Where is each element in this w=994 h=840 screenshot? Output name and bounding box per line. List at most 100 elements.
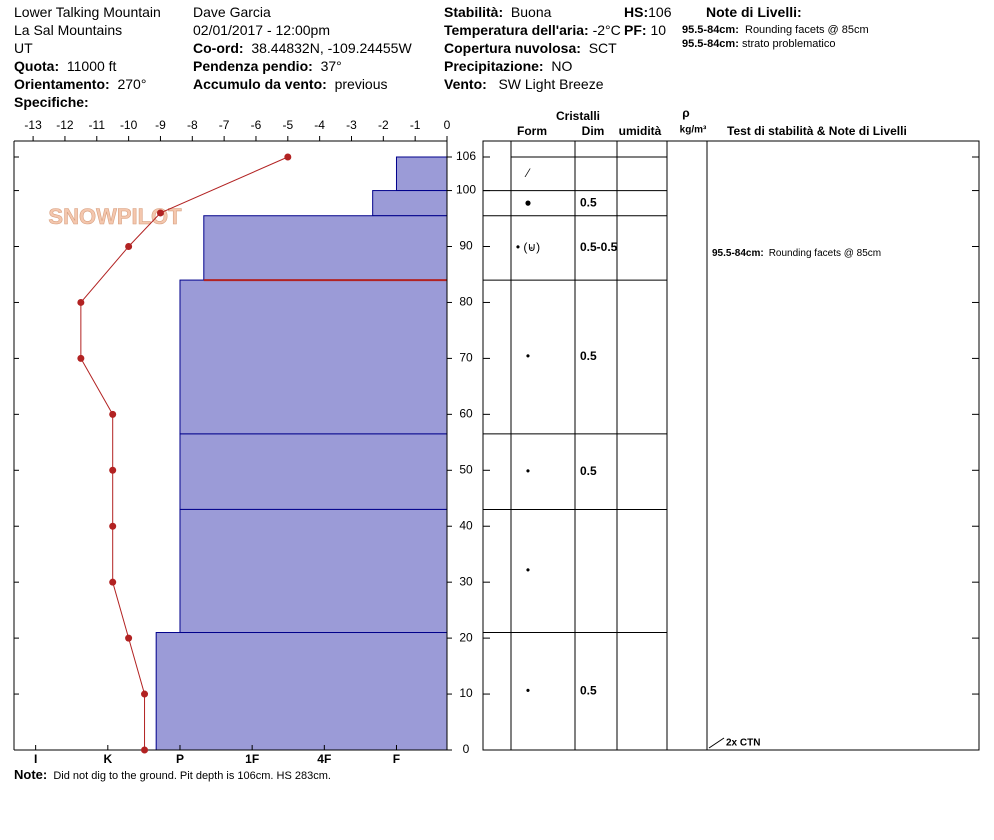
- x-tick-label: -13: [24, 118, 42, 132]
- temperature-point: [109, 410, 117, 418]
- x-tick-label: -3: [346, 118, 357, 132]
- layer-note: 95.5-84cm: strato problematico: [682, 38, 836, 50]
- col-header: Cristalli: [556, 109, 600, 123]
- x-tick-label: -7: [219, 118, 230, 132]
- hardness-tick-label: F: [393, 752, 400, 766]
- sky: Copertura nuvolosa: SCT: [444, 40, 617, 56]
- table-frame: [482, 140, 980, 751]
- header-col-1: Lower Talking Mountain La Sal Mountains …: [14, 3, 161, 111]
- x-tick-label: -9: [155, 118, 166, 132]
- elevation: Quota: 11000 ft: [14, 58, 117, 74]
- test-note: 95.5-84cm: Rounding facets @ 85cm: [712, 248, 881, 259]
- grain-size: 0.5: [580, 464, 597, 478]
- x-tick-label: -11: [89, 118, 106, 132]
- x-tick-label: -12: [56, 118, 74, 132]
- wind-loading: Accumulo da vento: previous: [193, 76, 388, 92]
- wind: Vento: SW Light Breeze: [444, 76, 604, 92]
- temperature-point: [125, 243, 133, 251]
- y-tick-label: 60: [459, 407, 473, 421]
- datetime: 02/01/2017 - 12:00pm: [193, 22, 330, 38]
- grain-size: 0.5: [580, 683, 597, 697]
- hardness-bar: [372, 190, 448, 217]
- stability: Stabilità: Buona: [444, 4, 552, 20]
- hardness-tick-label: 4F: [317, 752, 331, 766]
- x-tick-label: -4: [314, 118, 325, 132]
- aspect: Orientamento: 270°: [14, 76, 147, 92]
- col-header: Test di stabilità & Note di Livelli: [727, 124, 907, 138]
- y-tick-label: 70: [459, 351, 473, 365]
- temperature-point: [77, 354, 85, 362]
- y-tick-label: 50: [459, 462, 473, 476]
- layer-note: 95.5-84cm: Rounding facets @ 85cm: [682, 24, 869, 36]
- grain-size: 0.5-0.5: [580, 240, 618, 254]
- hardness-tick-label: K: [103, 752, 112, 766]
- coords: Co-ord: 38.44832N, -109.24455W: [193, 40, 412, 56]
- temperature-point: [77, 298, 85, 306]
- grain-form: •: [526, 349, 530, 363]
- hardness-tick-label: I: [34, 752, 37, 766]
- notes-title: Note di Livelli:: [706, 4, 802, 20]
- hardness-tick-label: 1F: [245, 752, 259, 766]
- location: Lower Talking Mountain: [14, 4, 161, 20]
- grain-form: ●: [524, 195, 531, 209]
- x-tick-label: -1: [410, 118, 421, 132]
- x-tick-label: -2: [378, 118, 389, 132]
- chart: SNOWPILOT Cristalli Form Dim umidità ρ k…: [13, 106, 980, 766]
- y-tick-label: 100: [456, 183, 476, 197]
- watermark: SNOWPILOT: [48, 204, 182, 229]
- x-tick-label: -8: [187, 118, 198, 132]
- temperature-point: [284, 153, 292, 161]
- temperature-point: [125, 634, 133, 642]
- y-tick-label: 30: [459, 574, 473, 588]
- grain-size: 0.5: [580, 195, 597, 209]
- hardness-tick-label: P: [176, 752, 184, 766]
- y-tick-label: 90: [459, 239, 473, 253]
- grain-form: •: [526, 683, 530, 697]
- y-tick-label: 106: [456, 149, 476, 163]
- col-header: kg/m³: [680, 125, 707, 136]
- specifics: Specifiche:: [14, 94, 89, 110]
- grain-form: ⁄: [524, 166, 531, 180]
- y-tick-label: 40: [459, 518, 473, 532]
- precip: Precipitazione: NO: [444, 58, 573, 74]
- state: UT: [14, 40, 33, 56]
- x-tick-label: 0: [444, 118, 451, 132]
- note: Note: Did not dig to the ground. Pit dep…: [14, 767, 331, 782]
- temperature-point: [109, 466, 117, 474]
- observer: Dave Garcia: [193, 4, 271, 20]
- slope: Pendenza pendio: 37°: [193, 58, 342, 74]
- temperature-point: [109, 578, 117, 586]
- y-tick-label: 10: [459, 686, 473, 700]
- temperature-point: [109, 522, 117, 530]
- air-temp: Temperatura dell'aria: -2°C: [444, 22, 621, 38]
- x-tick-label: -5: [282, 118, 293, 132]
- hardness-bar: [179, 508, 448, 634]
- range: La Sal Mountains: [14, 22, 123, 38]
- test-note: 2x CTN: [726, 738, 760, 749]
- grain-form: •: [526, 563, 530, 577]
- temperature-point: [141, 746, 149, 754]
- temperature-line: [80, 156, 289, 750]
- grain-form: • (⊌): [516, 240, 540, 254]
- col-header: ρ: [682, 106, 689, 120]
- header-col-3: Stabilità: Buona Temperatura dell'aria: …: [444, 3, 621, 93]
- hardness-bar: [179, 433, 448, 510]
- hs: HS:106: [624, 3, 672, 21]
- grain-size: 0.5: [580, 349, 597, 363]
- hardness-bar: [203, 215, 448, 281]
- col-header: Form: [517, 124, 547, 138]
- x-tick-label: -6: [251, 118, 262, 132]
- y-tick-label: 80: [459, 295, 473, 309]
- grain-form: •: [526, 464, 530, 478]
- col-header: umidità: [619, 124, 662, 138]
- temperature-point: [156, 209, 164, 217]
- y-tick-label: 0: [463, 742, 470, 756]
- pf: PF: 10: [624, 21, 667, 39]
- header-col-2: Dave Garcia 02/01/2017 - 12:00pm Co-ord:…: [193, 3, 412, 93]
- y-tick-label: 20: [459, 630, 473, 644]
- temperature-point: [141, 690, 149, 698]
- hardness-bar: [179, 279, 448, 435]
- hardness-bar: [395, 156, 448, 192]
- x-tick-label: -10: [120, 118, 138, 132]
